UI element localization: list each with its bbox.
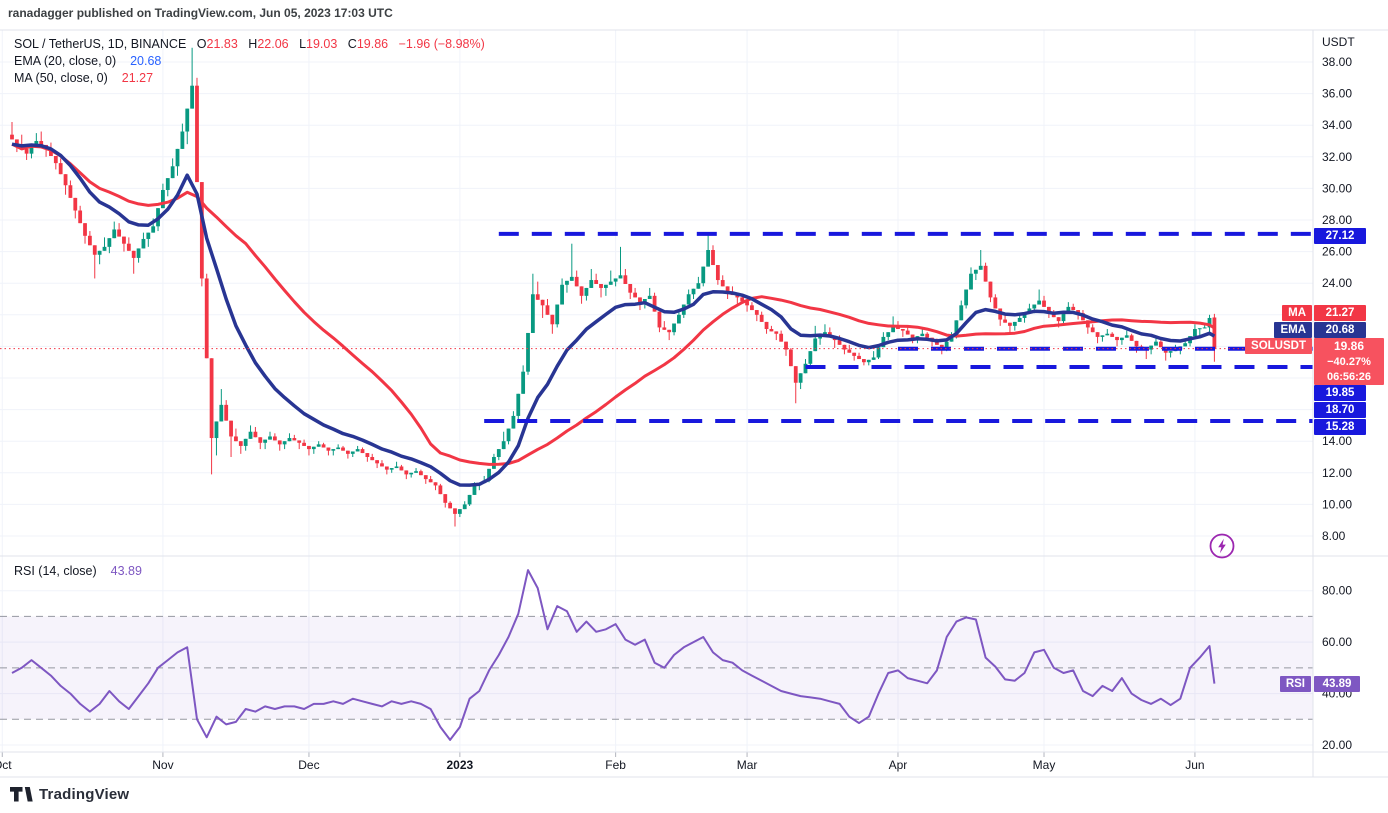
level-badge-15-28: 15.28 — [1314, 419, 1366, 435]
ema-tag-badge: EMA — [1274, 322, 1312, 338]
rsi-label: RSI (14, close) — [14, 564, 97, 578]
low-label: L — [299, 37, 307, 51]
ma50-line — [11, 142, 1216, 466]
tradingview-logo-text: TradingView — [39, 786, 130, 803]
ma-legend[interactable]: MA (50, close, 0) 21.27 — [14, 71, 153, 85]
axis-tick-label: 38.00 — [1322, 55, 1352, 69]
open-label: O — [196, 37, 207, 51]
open-value: 21.83 — [206, 37, 238, 51]
rsi-tag-badge: RSI — [1279, 676, 1311, 692]
axis-tick-label: 36.00 — [1322, 87, 1352, 101]
lightning-icon — [1218, 538, 1226, 554]
ma-tag-badge: MA — [1282, 305, 1312, 321]
ma-label: MA (50, close, 0) — [14, 71, 108, 85]
last-price-badge: 19.86 −40.27% 06:56:26 — [1314, 338, 1384, 385]
axis-tick-label: 28.00 — [1322, 213, 1352, 227]
candlestick-series — [10, 47, 1217, 527]
time-axis-label: Nov — [152, 758, 173, 772]
time-axis-label: May — [1033, 758, 1056, 772]
tradingview-logo-icon — [10, 787, 33, 802]
axis-tick-label: 24.00 — [1322, 276, 1352, 290]
flash-ideas-button[interactable] — [1204, 528, 1240, 564]
low-value: 19.03 — [306, 37, 338, 51]
change-value: −1.96 (−8.98%) — [398, 37, 485, 51]
axis-tick-label: 20.00 — [1322, 738, 1352, 752]
axis-tick-label: 80.00 — [1322, 584, 1352, 598]
axis-tick-label: 10.00 — [1322, 497, 1352, 511]
level-badge-19-85: 19.85 — [1314, 385, 1366, 401]
flash-circle — [1209, 533, 1235, 559]
ema-label: EMA (20, close, 0) — [14, 54, 117, 68]
rsi-value-badge: 43.89 — [1314, 676, 1360, 692]
publish-attribution: ranadagger published on TradingView.com,… — [8, 6, 393, 20]
level-badge-18-70: 18.70 — [1314, 402, 1366, 418]
ema-value-badge: 20.68 — [1314, 322, 1366, 338]
ma-value-badge: 21.27 — [1314, 305, 1366, 321]
axis-tick-label: 34.00 — [1322, 118, 1352, 132]
ema20-line — [11, 142, 1216, 487]
axis-tick-label: 60.00 — [1322, 635, 1352, 649]
rsi-line — [11, 569, 1216, 741]
price-axis-unit: USDT — [1322, 35, 1355, 49]
symbol-legend[interactable]: SOL / TetherUS, 1D, BINANCE O21.83 H22.0… — [14, 37, 485, 51]
ema-value: 20.68 — [130, 54, 162, 68]
tradingview-logo[interactable]: TradingView — [10, 786, 129, 803]
level-badge-27-12: 27.12 — [1314, 228, 1366, 244]
bar-countdown: 06:56:26 — [1326, 371, 1372, 383]
time-axis-label: Dec — [298, 758, 319, 772]
axis-tick-label: 14.00 — [1322, 434, 1352, 448]
axis-tick-label: 32.00 — [1322, 150, 1352, 164]
axis-tick-label: 8.00 — [1322, 529, 1346, 543]
close-value: 19.86 — [356, 37, 389, 51]
axis-tick-label: 12.00 — [1322, 466, 1352, 480]
time-axis-label: 2023 — [447, 758, 474, 772]
ma-value: 21.27 — [121, 71, 154, 85]
symbol-tag-badge: SOLUSDT — [1245, 338, 1312, 354]
time-axis-label: Jun — [1185, 758, 1204, 772]
time-axis-label: Mar — [737, 758, 758, 772]
ema-legend[interactable]: EMA (20, close, 0) 20.68 — [14, 54, 161, 68]
rsi-legend[interactable]: RSI (14, close) 43.89 — [14, 564, 142, 578]
close-label: C — [347, 37, 357, 51]
last-price: 19.86 — [1333, 339, 1365, 353]
symbol-title: SOL / TetherUS, 1D, BINANCE — [14, 37, 187, 51]
axis-tick-label: 30.00 — [1322, 181, 1352, 195]
time-axis-label: Apr — [889, 758, 908, 772]
time-axis-label: Oct — [0, 758, 12, 772]
high-value: 22.06 — [257, 37, 289, 51]
rsi-value: 43.89 — [110, 564, 142, 578]
time-axis-label: Feb — [605, 758, 626, 772]
axis-tick-label: 26.00 — [1322, 245, 1352, 259]
session-change: −40.27% — [1327, 356, 1371, 368]
high-label: H — [248, 37, 258, 51]
